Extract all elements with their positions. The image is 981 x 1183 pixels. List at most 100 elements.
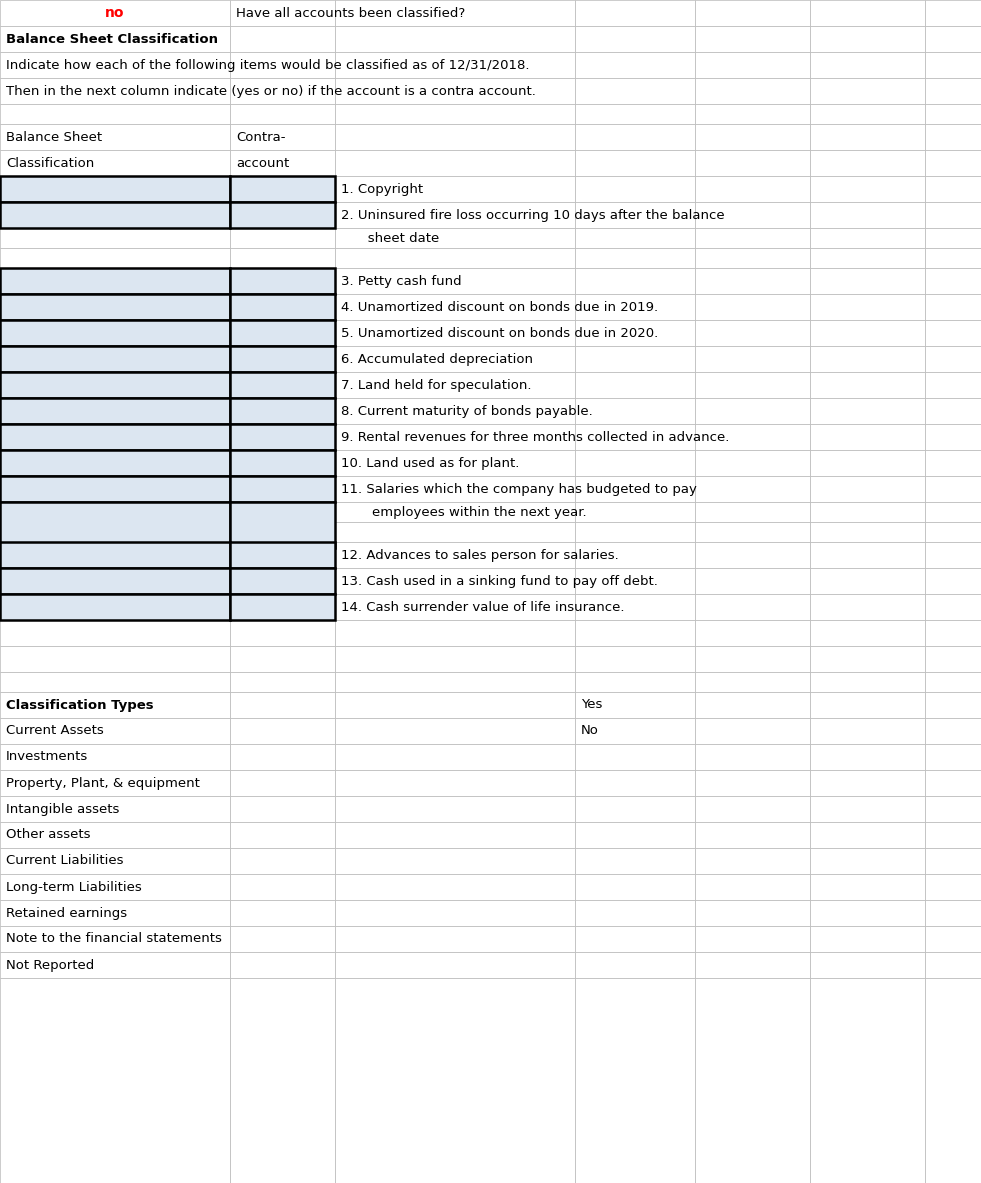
Bar: [230, 228, 335, 248]
Bar: [810, 202, 925, 228]
Bar: [335, 104, 575, 124]
Bar: [335, 248, 575, 269]
Bar: [230, 319, 335, 345]
Bar: [575, 770, 695, 796]
Bar: [810, 319, 925, 345]
Bar: [575, 78, 695, 104]
Bar: [230, 744, 335, 770]
Bar: [695, 952, 810, 978]
Bar: [230, 476, 335, 502]
Bar: [925, 978, 981, 1183]
Bar: [230, 176, 335, 202]
Bar: [925, 744, 981, 770]
Bar: [810, 926, 925, 952]
Text: Indicate how each of the following items would be classified as of 12/31/2018.: Indicate how each of the following items…: [6, 58, 530, 71]
Bar: [230, 848, 335, 874]
Text: employees within the next year.: employees within the next year.: [355, 505, 587, 518]
Bar: [230, 78, 335, 104]
Bar: [695, 594, 810, 620]
Bar: [925, 424, 981, 450]
Bar: [230, 202, 335, 228]
Bar: [335, 718, 575, 744]
Bar: [695, 176, 810, 202]
Bar: [0, 502, 230, 522]
Bar: [925, 692, 981, 718]
Bar: [695, 542, 810, 568]
Bar: [575, 900, 695, 926]
Text: Classification: Classification: [6, 156, 94, 169]
Bar: [230, 502, 335, 522]
Bar: [575, 568, 695, 594]
Bar: [230, 718, 335, 744]
Bar: [230, 319, 335, 345]
Bar: [810, 848, 925, 874]
Bar: [810, 78, 925, 104]
Bar: [810, 0, 925, 26]
Bar: [335, 926, 575, 952]
Bar: [0, 202, 230, 228]
Bar: [0, 900, 230, 926]
Bar: [230, 104, 335, 124]
Bar: [575, 319, 695, 345]
Bar: [925, 874, 981, 900]
Bar: [810, 770, 925, 796]
Bar: [335, 770, 575, 796]
Bar: [0, 848, 230, 874]
Text: 4. Unamortized discount on bonds due in 2019.: 4. Unamortized discount on bonds due in …: [341, 300, 658, 313]
Bar: [575, 874, 695, 900]
Bar: [335, 424, 575, 450]
Bar: [230, 202, 335, 228]
Bar: [230, 397, 335, 424]
Text: Intangible assets: Intangible assets: [6, 802, 120, 815]
Bar: [695, 978, 810, 1183]
Bar: [0, 269, 230, 295]
Bar: [0, 319, 230, 345]
Text: No: No: [581, 724, 598, 737]
Bar: [230, 568, 335, 594]
Text: 3. Petty cash fund: 3. Petty cash fund: [341, 274, 462, 287]
Text: Yes: Yes: [581, 698, 602, 711]
Bar: [575, 345, 695, 371]
Bar: [810, 26, 925, 52]
Bar: [925, 952, 981, 978]
Bar: [0, 295, 230, 319]
Bar: [230, 295, 335, 319]
Bar: [0, 176, 230, 202]
Text: Retained earnings: Retained earnings: [6, 906, 128, 919]
Bar: [810, 952, 925, 978]
Text: 12. Advances to sales person for salaries.: 12. Advances to sales person for salarie…: [341, 549, 619, 562]
Bar: [230, 594, 335, 620]
Bar: [0, 269, 230, 295]
Bar: [0, 424, 230, 450]
Bar: [695, 646, 810, 672]
Text: no: no: [105, 6, 125, 20]
Bar: [695, 52, 810, 78]
Bar: [810, 542, 925, 568]
Bar: [925, 926, 981, 952]
Bar: [695, 124, 810, 150]
Bar: [230, 150, 335, 176]
Bar: [575, 295, 695, 319]
Bar: [925, 248, 981, 269]
Bar: [810, 744, 925, 770]
Bar: [335, 228, 575, 248]
Bar: [230, 269, 335, 295]
Bar: [925, 176, 981, 202]
Bar: [230, 269, 335, 295]
Text: Current Liabilities: Current Liabilities: [6, 854, 124, 867]
Bar: [0, 248, 230, 269]
Bar: [925, 345, 981, 371]
Bar: [810, 874, 925, 900]
Bar: [230, 542, 335, 568]
Bar: [925, 672, 981, 692]
Bar: [925, 228, 981, 248]
Bar: [0, 594, 230, 620]
Bar: [925, 0, 981, 26]
Bar: [230, 594, 335, 620]
Bar: [335, 176, 575, 202]
Bar: [695, 371, 810, 397]
Bar: [335, 319, 575, 345]
Bar: [335, 295, 575, 319]
Bar: [575, 620, 695, 646]
Bar: [230, 424, 335, 450]
